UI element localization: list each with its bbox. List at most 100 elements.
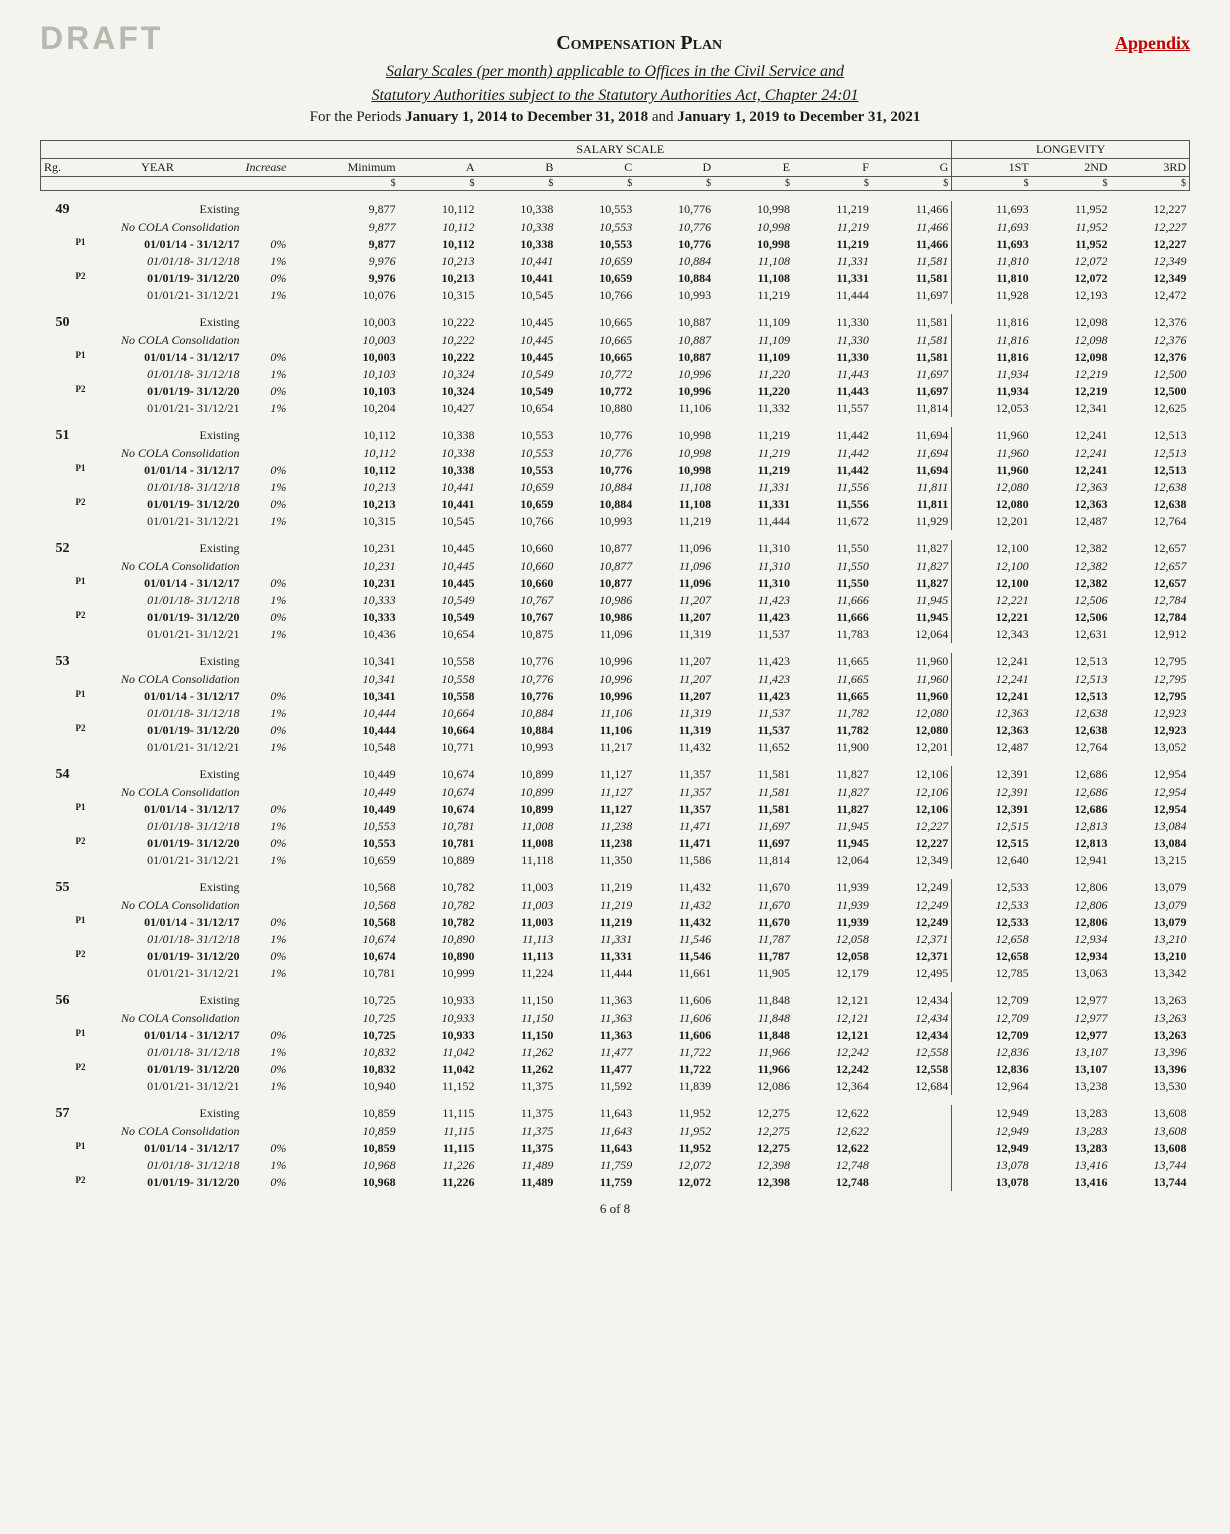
col-d: D: [635, 159, 714, 177]
col-b: B: [478, 159, 557, 177]
col-increase: Increase: [243, 159, 290, 177]
table-row: 01/01/21- 31/12/211%10,31510,54510,76610…: [41, 513, 1190, 530]
table-row: 51Existing10,11210,33810,55310,77610,998…: [41, 427, 1190, 445]
table-row: 01/01/18- 31/12/181%10,21310,44110,65910…: [41, 479, 1190, 496]
plan-title: Compensation Plan: [163, 32, 1115, 55]
period-tag: P1: [76, 1141, 86, 1151]
col-c: C: [556, 159, 635, 177]
col-year: YEAR: [73, 159, 243, 177]
table-row: P201/01/19- 31/12/200%10,44410,66410,884…: [41, 722, 1190, 739]
table-row: P201/01/19- 31/12/200%10,96811,22611,489…: [41, 1174, 1190, 1191]
subtitle-2: Statutory Authorities subject to the Sta…: [40, 87, 1190, 105]
unit-d: $: [635, 177, 714, 191]
table-row: P101/01/14 - 31/12/170%10,23110,44510,66…: [41, 575, 1190, 592]
scale-header: SALARY SCALE: [289, 141, 951, 159]
period-tag: P1: [76, 463, 86, 473]
table-row: P101/01/14 - 31/12/170%9,87710,11210,338…: [41, 236, 1190, 253]
unit-min: $: [289, 177, 398, 191]
period-tag: P2: [76, 610, 86, 620]
table-row: P101/01/14 - 31/12/170%10,56810,78211,00…: [41, 914, 1190, 931]
periods-line: For the Periods January 1, 2014 to Decem…: [40, 109, 1190, 126]
period-tag: P1: [76, 915, 86, 925]
table-row: P101/01/14 - 31/12/170%10,85911,11511,37…: [41, 1140, 1190, 1157]
table-row: 01/01/18- 31/12/181%10,67410,89011,11311…: [41, 931, 1190, 948]
unit-c: $: [556, 177, 635, 191]
period-tag: P1: [76, 1028, 86, 1038]
table-row: P101/01/14 - 31/12/170%10,00310,22210,44…: [41, 349, 1190, 366]
col-minimum: Minimum: [289, 159, 398, 177]
period-tag: P1: [76, 576, 86, 586]
table-row: 57Existing10,85911,11511,37511,64311,952…: [41, 1105, 1190, 1123]
unit-b: $: [478, 177, 557, 191]
table-row: P201/01/19- 31/12/200%10,83211,04211,262…: [41, 1061, 1190, 1078]
table-row: 01/01/18- 31/12/181%10,10310,32410,54910…: [41, 366, 1190, 383]
period-tag: P1: [76, 802, 86, 812]
period-1: January 1, 2014 to December 31, 2018: [405, 109, 648, 125]
table-row: No COLA Consolidation10,56810,78211,0031…: [41, 897, 1190, 914]
table-row: 01/01/18- 31/12/181%10,33310,54910,76710…: [41, 592, 1190, 609]
table-row: 52Existing10,23110,44510,66010,87711,096…: [41, 540, 1190, 558]
longevity-header: LONGEVITY: [952, 141, 1190, 159]
period-tag: P2: [76, 271, 86, 281]
table-row: No COLA Consolidation9,87710,11210,33810…: [41, 219, 1190, 236]
table-row: No COLA Consolidation10,44910,67410,8991…: [41, 784, 1190, 801]
table-row: No COLA Consolidation10,23110,44510,6601…: [41, 558, 1190, 575]
table-row: 01/01/21- 31/12/211%10,94011,15211,37511…: [41, 1078, 1190, 1095]
table-row: 01/01/21- 31/12/211%10,65910,88911,11811…: [41, 852, 1190, 869]
appendix-label: Appendix: [1115, 33, 1190, 54]
periods-mid: and: [648, 109, 677, 125]
table-row: 01/01/21- 31/12/211%10,43610,65410,87511…: [41, 626, 1190, 643]
salary-table: SALARY SCALE LONGEVITY Rg. YEAR Increase…: [40, 140, 1190, 1191]
period-tag: P1: [76, 689, 86, 699]
table-head: SALARY SCALE LONGEVITY Rg. YEAR Increase…: [41, 141, 1190, 191]
table-row: No COLA Consolidation10,34110,55810,7761…: [41, 671, 1190, 688]
table-row: 50Existing10,00310,22210,44510,66510,887…: [41, 314, 1190, 332]
draft-watermark: DRAFT: [40, 20, 163, 57]
table-row: P201/01/19- 31/12/200%10,21310,44110,659…: [41, 496, 1190, 513]
table-row: 01/01/21- 31/12/211%10,78110,99911,22411…: [41, 965, 1190, 982]
table-row: No COLA Consolidation10,00310,22210,4451…: [41, 332, 1190, 349]
col-a: A: [399, 159, 478, 177]
period-tag: P1: [76, 237, 86, 247]
col-2nd: 2ND: [1032, 159, 1111, 177]
table-body: 49Existing9,87710,11210,33810,55310,7761…: [41, 191, 1190, 1191]
unit-f: $: [793, 177, 872, 191]
table-row: P201/01/19- 31/12/200%9,97610,21310,4411…: [41, 270, 1190, 287]
table-row: 01/01/18- 31/12/181%10,96811,22611,48911…: [41, 1157, 1190, 1174]
period-2: January 1, 2019 to December 31, 2021: [677, 109, 920, 125]
table-row: 01/01/21- 31/12/211%10,54810,77110,99311…: [41, 739, 1190, 756]
table-row: 01/01/18- 31/12/181%9,97610,21310,44110,…: [41, 253, 1190, 270]
table-row: P101/01/14 - 31/12/170%10,34110,55810,77…: [41, 688, 1190, 705]
period-tag: P2: [76, 836, 86, 846]
table-row: No COLA Consolidation10,72510,93311,1501…: [41, 1010, 1190, 1027]
col-f: F: [793, 159, 872, 177]
period-tag: P2: [76, 723, 86, 733]
unit-a: $: [399, 177, 478, 191]
periods-prefix: For the Periods: [310, 109, 405, 125]
col-rg: Rg.: [41, 159, 73, 177]
table-row: 49Existing9,87710,11210,33810,55310,7761…: [41, 201, 1190, 219]
table-row: 01/01/18- 31/12/181%10,55310,78111,00811…: [41, 818, 1190, 835]
period-tag: P2: [76, 949, 86, 959]
col-g: G: [872, 159, 952, 177]
table-row: P201/01/19- 31/12/200%10,33310,54910,767…: [41, 609, 1190, 626]
table-row: 01/01/21- 31/12/211%10,07610,31510,54510…: [41, 287, 1190, 304]
table-row: 56Existing10,72510,93311,15011,36311,606…: [41, 992, 1190, 1010]
subtitle-1: Salary Scales (per month) applicable to …: [40, 63, 1190, 81]
table-row: No COLA Consolidation10,11210,33810,5531…: [41, 445, 1190, 462]
unit-g: $: [872, 177, 952, 191]
table-row: 54Existing10,44910,67410,89911,12711,357…: [41, 766, 1190, 784]
table-row: P101/01/14 - 31/12/170%10,72510,93311,15…: [41, 1027, 1190, 1044]
table-row: 01/01/18- 31/12/181%10,83211,04211,26211…: [41, 1044, 1190, 1061]
table-row: 01/01/21- 31/12/211%10,20410,42710,65410…: [41, 400, 1190, 417]
table-row: 01/01/18- 31/12/181%10,44410,66410,88411…: [41, 705, 1190, 722]
header-row: DRAFT Compensation Plan Appendix: [40, 20, 1190, 57]
col-1st: 1ST: [952, 159, 1032, 177]
unit-3rd: $: [1111, 177, 1190, 191]
period-tag: P2: [76, 384, 86, 394]
col-3rd: 3RD: [1111, 159, 1190, 177]
period-tag: P2: [76, 1062, 86, 1072]
table-row: P201/01/19- 31/12/200%10,10310,32410,549…: [41, 383, 1190, 400]
table-row: P101/01/14 - 31/12/170%10,44910,67410,89…: [41, 801, 1190, 818]
col-e: E: [714, 159, 793, 177]
